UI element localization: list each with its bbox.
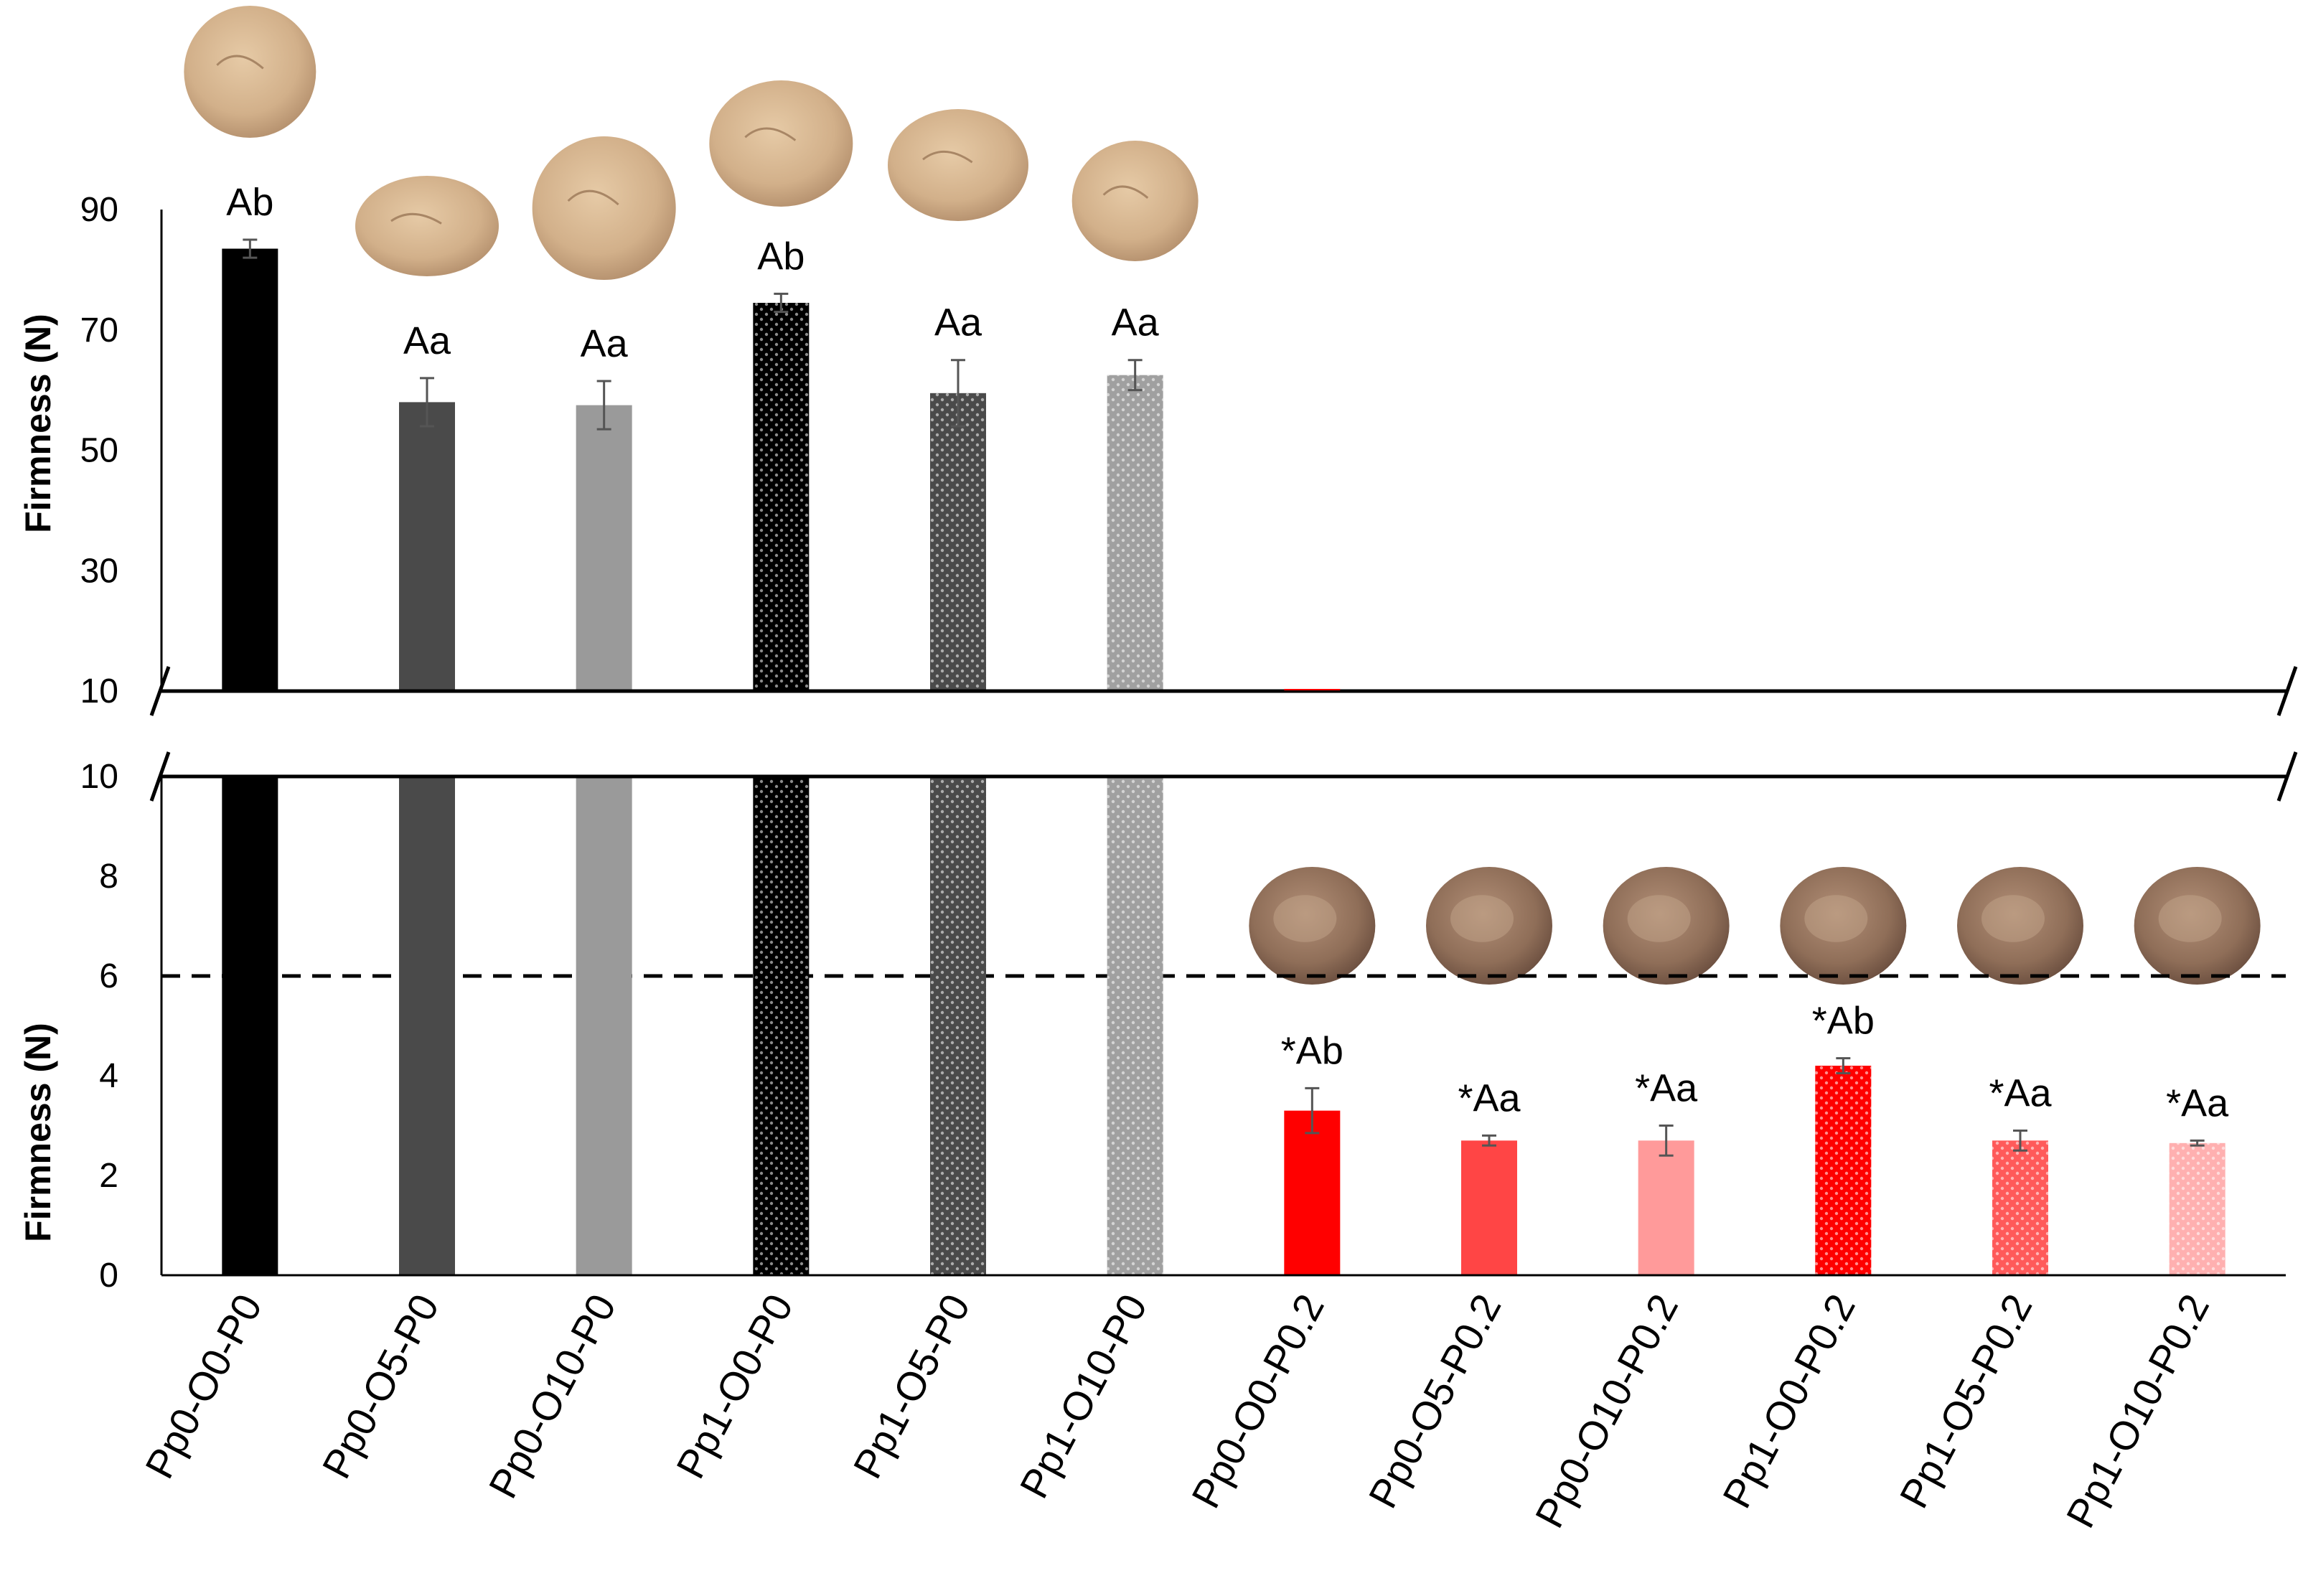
sample-crack — [216, 55, 264, 70]
bar-lower — [1284, 1110, 1341, 1275]
error-bars — [243, 238, 2205, 1157]
sample-photo — [1071, 141, 1199, 261]
x-tick-label: Pp0-O5-P0 — [313, 1287, 447, 1485]
sample-highlight — [1627, 895, 1691, 942]
axis-break-mark — [2276, 751, 2298, 802]
axis-break-mark — [149, 666, 171, 716]
x-tick-labels: Pp0-O0-P0 Pp0-O5-P0 Pp0-O10-P0 Pp1-O0-P0 Pp1… — [136, 1287, 2218, 1535]
sample-photo — [1603, 867, 1730, 985]
lower-y-tick-label: 2 — [99, 1157, 118, 1195]
sample-highlight — [1273, 895, 1337, 942]
significance-label: Aa — [934, 301, 982, 344]
x-tick-label: Pp1-O10-P0 — [1010, 1287, 1155, 1505]
bar-upper — [399, 402, 455, 691]
upper-y-tick-label: 90 — [80, 191, 118, 229]
significance-label: Aa — [581, 322, 629, 365]
significance-label: *Aa — [1989, 1071, 2052, 1114]
upper-y-tick-label: 70 — [80, 311, 118, 349]
sample-photos — [184, 6, 2261, 985]
x-tick-label: Pp1-O0-P0 — [667, 1287, 802, 1485]
lower-y-tick-label: 0 — [99, 1257, 118, 1295]
significance-label: *Ab — [1812, 1000, 1875, 1043]
significance-label: Ab — [757, 235, 805, 278]
sample-photo — [709, 80, 853, 207]
sample-crack — [567, 189, 619, 206]
x-tick-label: Pp0-O5-P0.2 — [1360, 1287, 1510, 1515]
bar-lower — [1461, 1140, 1517, 1275]
sample-highlight — [2158, 895, 2222, 942]
significance-label: Aa — [403, 319, 451, 362]
sample-highlight — [1450, 895, 1514, 942]
bar-lower-dots — [2169, 1142, 2225, 1275]
axes — [149, 210, 2298, 1277]
significance-label: *Aa — [1635, 1067, 1698, 1110]
bar-lower-dots — [753, 776, 810, 1275]
upper-y-tick-label: 50 — [80, 432, 118, 470]
lower-y-tick-label: 8 — [99, 858, 118, 896]
sample-photo — [888, 109, 1028, 221]
sample-crack — [744, 127, 797, 141]
bar-lower — [399, 776, 455, 1275]
bar-upper — [222, 248, 278, 691]
axis-break-mark — [2276, 666, 2298, 716]
bar-upper-dots — [930, 393, 986, 691]
sample-highlight — [1981, 895, 2045, 942]
sample-photo — [1780, 867, 1907, 985]
bar-upper-dots — [1107, 375, 1163, 691]
upper-y-tick-label: 30 — [80, 552, 118, 590]
sample-photo — [1249, 867, 1376, 985]
upper-y-axis-title: Firmness (N) — [18, 314, 58, 533]
bar-lower-dots — [1815, 1066, 1872, 1275]
sample-photo — [1957, 867, 2083, 985]
significance-label: *Aa — [1458, 1076, 1521, 1119]
x-tick-label: Pp0-O10-P0.2 — [1526, 1287, 1687, 1535]
sample-photo — [355, 176, 499, 276]
bar-lower-dots — [1107, 776, 1163, 1275]
bar-upper — [576, 405, 632, 691]
bar-upper-dots — [753, 303, 810, 692]
lower-y-tick-label: 4 — [99, 1057, 118, 1095]
sample-photo — [2134, 867, 2261, 985]
sample-photo — [532, 136, 676, 280]
lower-y-tick-label: 10 — [80, 758, 118, 796]
bar-lower — [222, 776, 278, 1275]
sample-crack — [390, 212, 442, 225]
x-tick-label: Pp1-O0-P0.2 — [1714, 1287, 1864, 1515]
significance-label: *Aa — [2166, 1081, 2229, 1125]
axis-break-mark — [149, 751, 171, 802]
significance-label: Ab — [226, 181, 273, 224]
sample-photo — [1426, 867, 1552, 985]
lower-y-axis-title: Firmness (N) — [18, 1023, 58, 1242]
x-tick-label: Pp1-O10-P0.2 — [2058, 1287, 2218, 1535]
y-tick-labels: 10 30 50 70 90 0 2 4 6 8 10 — [80, 191, 118, 1295]
significance-labels: Ab Aa Aa Ab Aa Aa *Ab *Aa *Aa *Ab *Aa *Aa — [226, 181, 2229, 1125]
x-tick-label: Pp1-O5-P0.2 — [1891, 1287, 2041, 1515]
axis-break-band — [161, 693, 2286, 775]
bar-lower-dots — [930, 776, 986, 1275]
bar-lower — [576, 776, 632, 1275]
lower-y-tick-label: 6 — [99, 957, 118, 995]
sample-photo — [184, 6, 316, 138]
upper-y-tick-label: 10 — [80, 672, 118, 710]
bar-lower-dots — [1992, 1140, 2048, 1275]
sample-highlight — [1804, 895, 1868, 942]
sample-crack — [922, 150, 973, 164]
bar-lower — [1638, 1140, 1694, 1275]
significance-label: *Ab — [1281, 1029, 1343, 1072]
x-tick-label: Pp0-O0-P0 — [136, 1287, 271, 1485]
x-tick-label: Pp1-O5-P0 — [844, 1287, 978, 1485]
x-tick-label: Pp0-O10-P0 — [479, 1287, 624, 1505]
significance-label: Aa — [1112, 301, 1160, 344]
bar-series — [222, 248, 2225, 1275]
sample-crack — [1102, 185, 1149, 199]
x-tick-label: Pp0-O0-P0.2 — [1183, 1287, 1333, 1515]
